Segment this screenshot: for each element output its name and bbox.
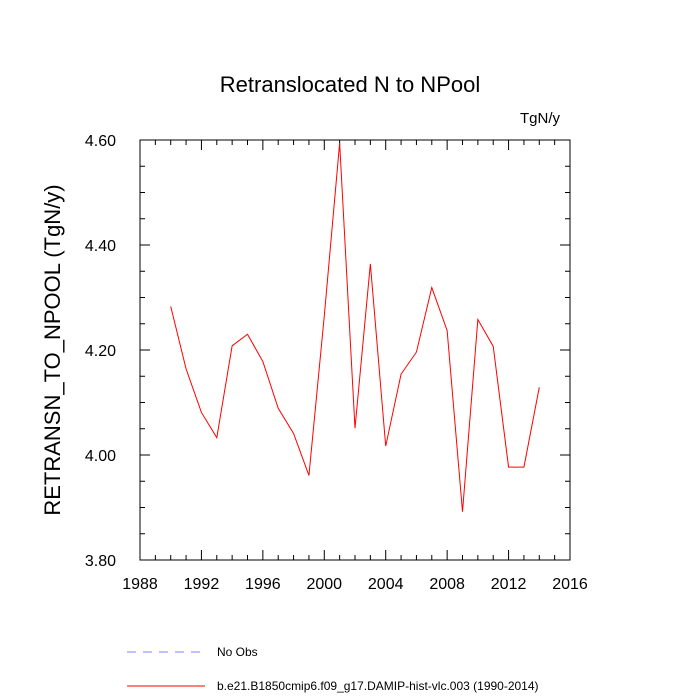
data-point	[493, 346, 494, 347]
plot-frame	[139, 139, 571, 561]
data-point	[216, 437, 217, 438]
x-tick-label: 2008	[429, 576, 465, 593]
data-point	[293, 433, 294, 434]
data-point	[278, 408, 279, 409]
y-tick-label: 4.00	[85, 448, 116, 465]
data-point	[370, 263, 371, 264]
data-point	[477, 319, 478, 320]
y-tick-label: 4.60	[85, 133, 116, 150]
x-tick-label: 1988	[122, 576, 158, 593]
data-point	[308, 475, 309, 476]
data-point	[447, 330, 448, 331]
data-point	[462, 511, 463, 512]
data-point	[385, 446, 386, 447]
x-tick-label: 2000	[306, 576, 342, 593]
x-tick-label: 2016	[552, 576, 588, 593]
data-point	[416, 352, 417, 353]
data-point	[324, 315, 325, 316]
x-tick-label: 1992	[184, 576, 220, 593]
data-point	[262, 361, 263, 362]
y-tick-label: 4.40	[85, 238, 116, 255]
y-tick-label: 4.20	[85, 343, 116, 360]
data-point	[508, 467, 509, 468]
units-label: TgN/y	[520, 110, 561, 127]
y-axis-label: RETRANSN_TO_NPOOL (TgN/y)	[40, 184, 65, 515]
data-point	[339, 143, 340, 144]
y-tick-label: 3.80	[85, 553, 116, 570]
axes: 1988 1992 1996 2000 2004 2008 2012 2016 3.80 4.00…	[85, 133, 588, 593]
data-point	[247, 334, 248, 335]
x-tick-label: 2004	[368, 576, 404, 593]
data-point	[539, 387, 540, 388]
data-point	[401, 374, 402, 375]
data-point	[201, 412, 202, 413]
x-tick-label: 2012	[491, 576, 527, 593]
legend-label: No Obs	[217, 645, 258, 659]
data-point	[523, 467, 524, 468]
series-layer	[170, 143, 540, 512]
data-point	[431, 287, 432, 288]
data-point	[232, 345, 233, 346]
legend-label: b.e21.B1850cmip6.f09_g17.DAMIP-hist-vlc.…	[217, 679, 539, 693]
chart-title: Retranslocated N to NPool	[220, 72, 480, 97]
data-point	[355, 428, 356, 429]
data-point	[170, 306, 171, 307]
x-tick-label: 1996	[245, 576, 281, 593]
series-line	[170, 143, 540, 512]
data-point	[186, 368, 187, 369]
legend: No Obs b.e21.B1850cmip6.f09_g17.DAMIP-his…	[127, 645, 539, 693]
